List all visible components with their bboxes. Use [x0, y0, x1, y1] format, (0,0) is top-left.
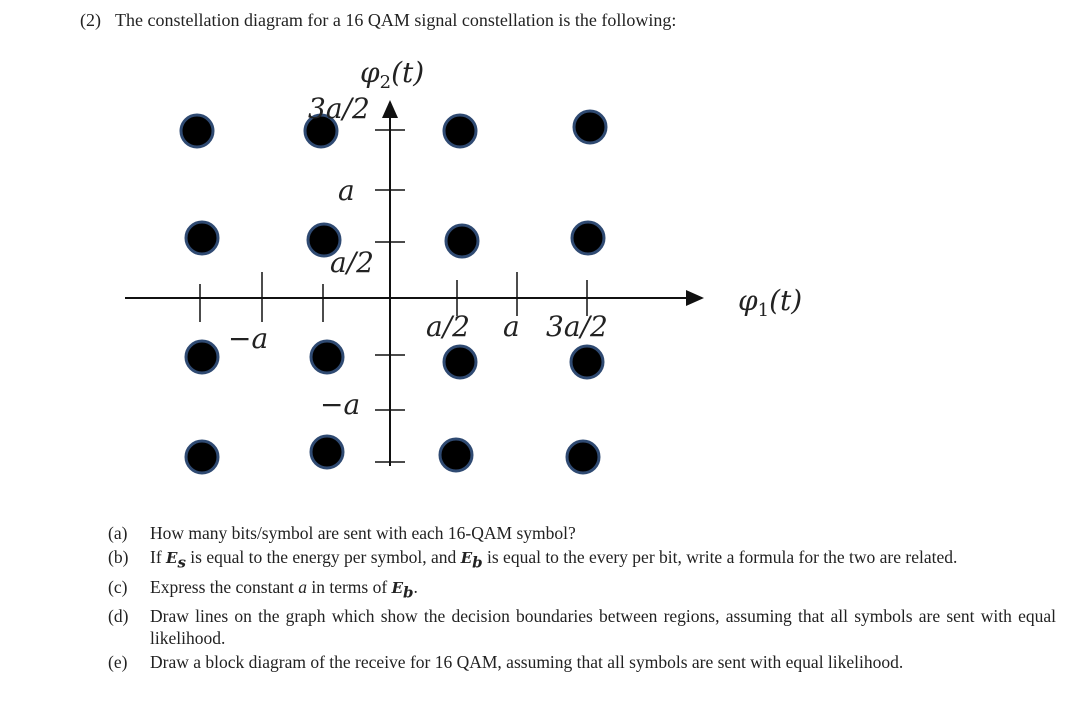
text-run: is equal to the every per bit, write a f… — [482, 547, 958, 567]
y-tick-label: 3a/2 — [308, 92, 370, 125]
question: (a) How many bits/symbol are sent with ea… — [108, 522, 1056, 544]
question: (b) If Es is equal to the energy per symb… — [108, 546, 1056, 574]
question-text: Express the constant a in terms of Eb. — [150, 576, 1056, 604]
symbol: E — [391, 578, 403, 597]
text-run: Draw lines on the graph which show the d… — [150, 606, 1056, 648]
question-label: (b) — [108, 547, 129, 567]
y-tick-label: −a — [320, 388, 360, 421]
x-tick-label: −a — [228, 322, 268, 355]
text-run: Express the constant — [150, 576, 299, 597]
question: (c) Express the constant a in terms of Eb… — [108, 576, 1056, 604]
subscript: s — [177, 553, 186, 572]
text-run: . — [413, 576, 418, 597]
question-label: (e) — [108, 652, 128, 672]
subscript: b — [472, 553, 483, 572]
y-axis-label: φ2(t) — [360, 56, 424, 93]
question-label: (d) — [108, 606, 129, 626]
subscript: b — [403, 583, 414, 601]
symbol: E — [460, 549, 473, 567]
question-text: Draw lines on the graph which show the d… — [150, 605, 1056, 649]
symbols — [179, 109, 608, 475]
constellation-diagram: φ2(t) φ1(t) 3a/2 a a/2 −a −a a/2 a 3a/2 — [125, 56, 802, 475]
y-tick-label: a/2 — [330, 246, 374, 279]
text-run: in terms of — [306, 576, 392, 597]
question-label: (a) — [108, 523, 128, 543]
text-run: is equal to the energy per symbol, and — [185, 547, 461, 567]
header: (2) The constellation diagram for a 16 QA… — [80, 10, 676, 31]
x-tick-label: a/2 — [426, 310, 470, 343]
x-tick-label: 3a/2 — [546, 310, 608, 343]
symbol: E — [166, 549, 178, 567]
question: (d) Draw lines on the graph which show th… — [108, 605, 1056, 649]
x-tick-label: a — [503, 310, 520, 343]
question: (e) Draw a block diagram of the receive f… — [108, 651, 1056, 673]
question-text: Draw a block diagram of the receive for … — [150, 651, 1056, 673]
header-text: The constellation diagram for a 16 QAM s… — [115, 10, 677, 30]
question-number: (2) — [80, 10, 101, 30]
questions: (a) How many bits/symbol are sent with ea… — [108, 522, 1056, 675]
text-run: Draw a block diagram of the receive for … — [150, 652, 904, 672]
question-text: How many bits/symbol are sent with each … — [150, 522, 1056, 544]
text-run: How many bits/symbol are sent with each … — [150, 523, 576, 543]
text-run: If — [150, 547, 167, 567]
y-tick-label: a — [338, 174, 355, 207]
x-axis-label: φ1(t) — [738, 284, 802, 321]
question-label: (c) — [108, 576, 128, 597]
question-text: If Es is equal to the energy per symbol,… — [150, 546, 1056, 574]
symbol: a — [298, 576, 307, 597]
axes — [125, 100, 704, 466]
